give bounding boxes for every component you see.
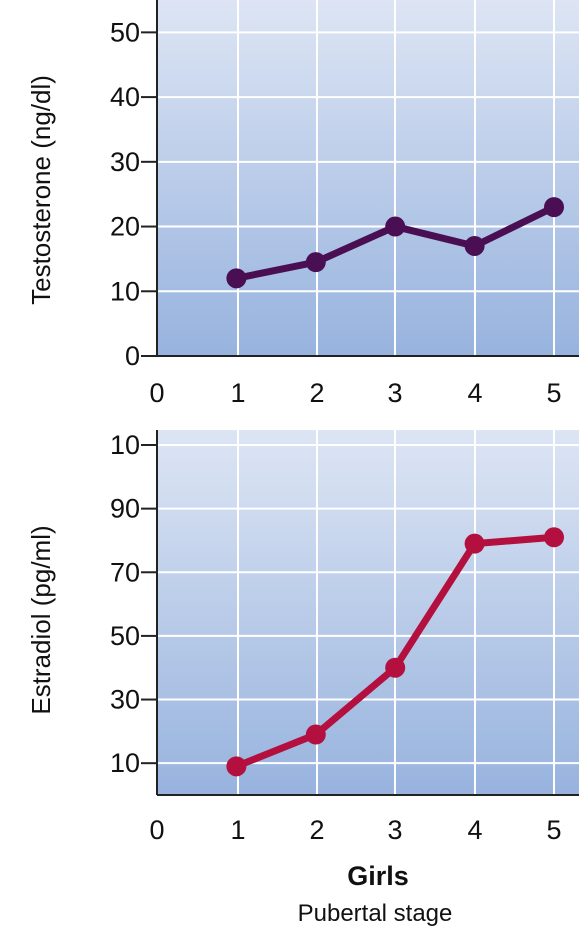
estradiol-data-point: [385, 657, 406, 678]
testosterone-x-tick-label: 0: [149, 378, 164, 408]
testosterone-y-tick-label: 10: [110, 276, 140, 306]
estradiol-y-tick-label: 50: [110, 621, 140, 651]
testosterone-data-point: [226, 268, 247, 289]
estradiol-data-point: [464, 533, 485, 554]
estradiol-y-tick-label: 30: [110, 685, 140, 715]
estradiol-chart: 10 30 50 70 90 10 0 1 2 3 4 5 Estradiol (pg/ml): [26, 430, 579, 845]
group-caption: Girls: [347, 861, 409, 891]
x-axis-caption: Pubertal stage: [298, 900, 453, 927]
estradiol-y-tick-label: 10: [110, 430, 140, 460]
estradiol-x-tick-label: 4: [467, 815, 482, 845]
testosterone-data-point: [544, 197, 564, 218]
estradiol-plot-area: [157, 430, 579, 795]
testosterone-x-tick-label: 1: [230, 378, 245, 408]
estradiol-x-tick-label: 3: [387, 815, 402, 845]
estradiol-x-tick-label: 5: [546, 815, 561, 845]
testosterone-y-axis-title: Testosterone (ng/dl): [26, 75, 56, 305]
estradiol-y-tick-label: 70: [110, 557, 140, 587]
testosterone-x-tick-label: 5: [546, 378, 561, 408]
testosterone-y-tick-label: 50: [110, 17, 140, 47]
estradiol-x-tick-label: 2: [309, 815, 324, 845]
estradiol-data-point: [544, 527, 564, 548]
estradiol-x-tick-label: 1: [230, 815, 245, 845]
estradiol-data-point: [226, 756, 247, 777]
testosterone-chart: 0 10 20 30 40 50 0 1 2 3 4 5 Testosterone (ng/dl): [26, 0, 579, 408]
testosterone-y-tick-label: 30: [110, 147, 140, 177]
estradiol-y-tick-label: 90: [110, 494, 140, 524]
estradiol-y-axis-title: Estradiol (pg/ml): [26, 525, 56, 714]
testosterone-x-tick-label: 3: [387, 378, 402, 408]
testosterone-y-tick-label: 40: [110, 82, 140, 112]
testosterone-data-point: [385, 216, 406, 237]
estradiol-y-tick-label: 10: [110, 748, 140, 778]
testosterone-plot-area: [157, 0, 579, 356]
testosterone-data-point: [305, 252, 326, 273]
testosterone-y-tick-label: 20: [110, 212, 140, 242]
testosterone-data-point: [464, 235, 485, 256]
testosterone-y-tick-label: 0: [125, 341, 140, 371]
testosterone-x-tick-label: 2: [309, 378, 324, 408]
estradiol-data-point: [305, 724, 326, 745]
estradiol-x-tick-label: 0: [149, 815, 164, 845]
testosterone-x-tick-label: 4: [467, 378, 482, 408]
